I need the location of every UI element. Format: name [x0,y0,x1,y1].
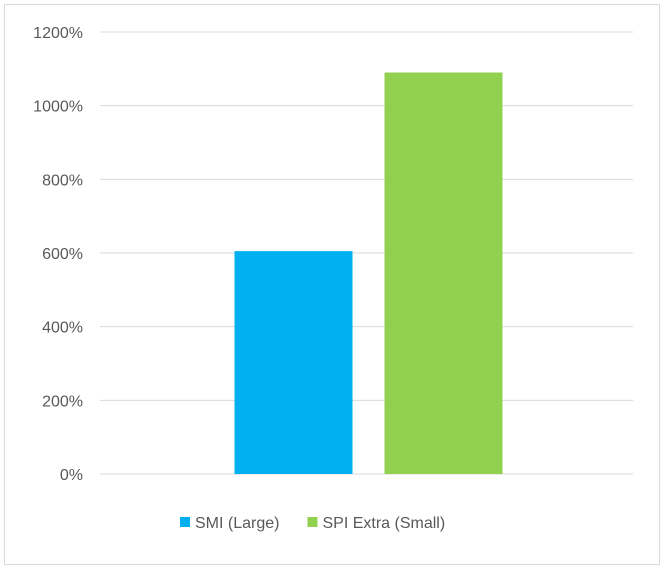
legend: SMI (Large) SPI Extra (Small) [180,515,445,532]
y-tick-label: 1200% [33,25,83,42]
legend-label-1: SPI Extra (Small) [322,515,445,532]
y-tick-label: 600% [42,246,83,263]
bars [234,72,503,475]
y-tick-label: 1000% [33,99,83,116]
y-tick-label: 200% [42,393,83,410]
y-tick-label: 800% [42,172,83,189]
y-axis-tick-labels: 0% 200% 400% 600% 800% 1000% 1200% [33,25,83,484]
legend-swatch-1 [307,517,318,527]
y-tick-label: 0% [60,467,83,484]
bar-smi-large [234,251,353,474]
gridlines [100,31,633,475]
bar-spi-extra-small [384,72,503,475]
legend-swatch-0 [180,517,190,527]
legend-label-0: SMI (Large) [195,515,279,532]
y-tick-label: 400% [42,320,83,337]
